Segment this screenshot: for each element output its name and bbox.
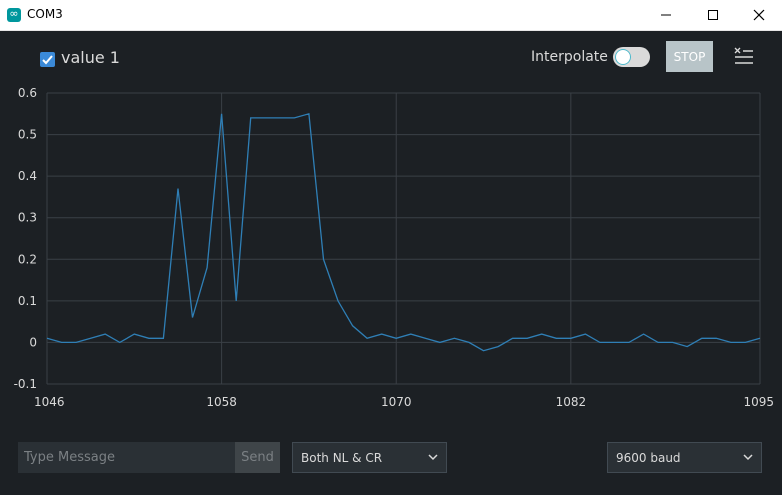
plot-area: 0.6 0.5 0.4 0.3 0.2 0.1 0 -0.1 1046 1058 1070 1082… xyxy=(14,86,774,409)
y-tick-label: 0 xyxy=(29,335,37,349)
maximize-icon[interactable] xyxy=(690,0,736,30)
line-ending-select[interactable]: Both NL & CR xyxy=(292,442,447,473)
y-tick-label: 0.3 xyxy=(18,211,37,225)
baud-rate-value: 9600 baud xyxy=(616,451,681,465)
x-tick-label: 1070 xyxy=(381,395,412,409)
x-tick-label: 1095 xyxy=(743,395,774,409)
y-tick-label: 0.4 xyxy=(18,169,37,183)
stop-button[interactable]: STOP xyxy=(666,41,713,72)
toggle-knob xyxy=(615,49,631,65)
send-button[interactable]: Send xyxy=(235,442,280,473)
serial-plotter: value 1 Interpolate STOP 0.6 0.5 0.4 0.3 0.2… xyxy=(0,31,782,495)
series-checkbox[interactable] xyxy=(40,52,55,67)
window-title: COM3 xyxy=(27,7,63,21)
y-tick-label: 0.2 xyxy=(18,252,37,266)
clear-list-icon[interactable] xyxy=(733,45,757,67)
chevron-down-icon xyxy=(428,454,438,461)
series-label: value 1 xyxy=(61,48,120,67)
x-tick-label: 1082 xyxy=(556,395,587,409)
x-tick-label: 1046 xyxy=(34,395,65,409)
arduino-app-icon xyxy=(7,6,21,22)
chevron-down-icon xyxy=(743,454,753,461)
y-tick-label: -0.1 xyxy=(14,377,37,391)
title-bar: COM3 xyxy=(0,0,782,31)
close-icon[interactable] xyxy=(736,0,782,30)
baud-rate-select[interactable]: 9600 baud xyxy=(607,442,762,473)
check-icon xyxy=(42,55,53,65)
y-tick-label: 0.1 xyxy=(18,294,37,308)
message-input[interactable] xyxy=(18,442,235,473)
x-tick-label: 1058 xyxy=(206,395,237,409)
y-tick-label: 0.6 xyxy=(18,86,37,100)
minimize-icon[interactable] xyxy=(643,0,689,30)
series-line-value-1 xyxy=(46,112,761,352)
interpolate-label: Interpolate xyxy=(531,49,608,65)
y-tick-label: 0.5 xyxy=(18,128,37,142)
line-ending-value: Both NL & CR xyxy=(301,451,383,465)
interpolate-toggle[interactable] xyxy=(613,47,650,67)
